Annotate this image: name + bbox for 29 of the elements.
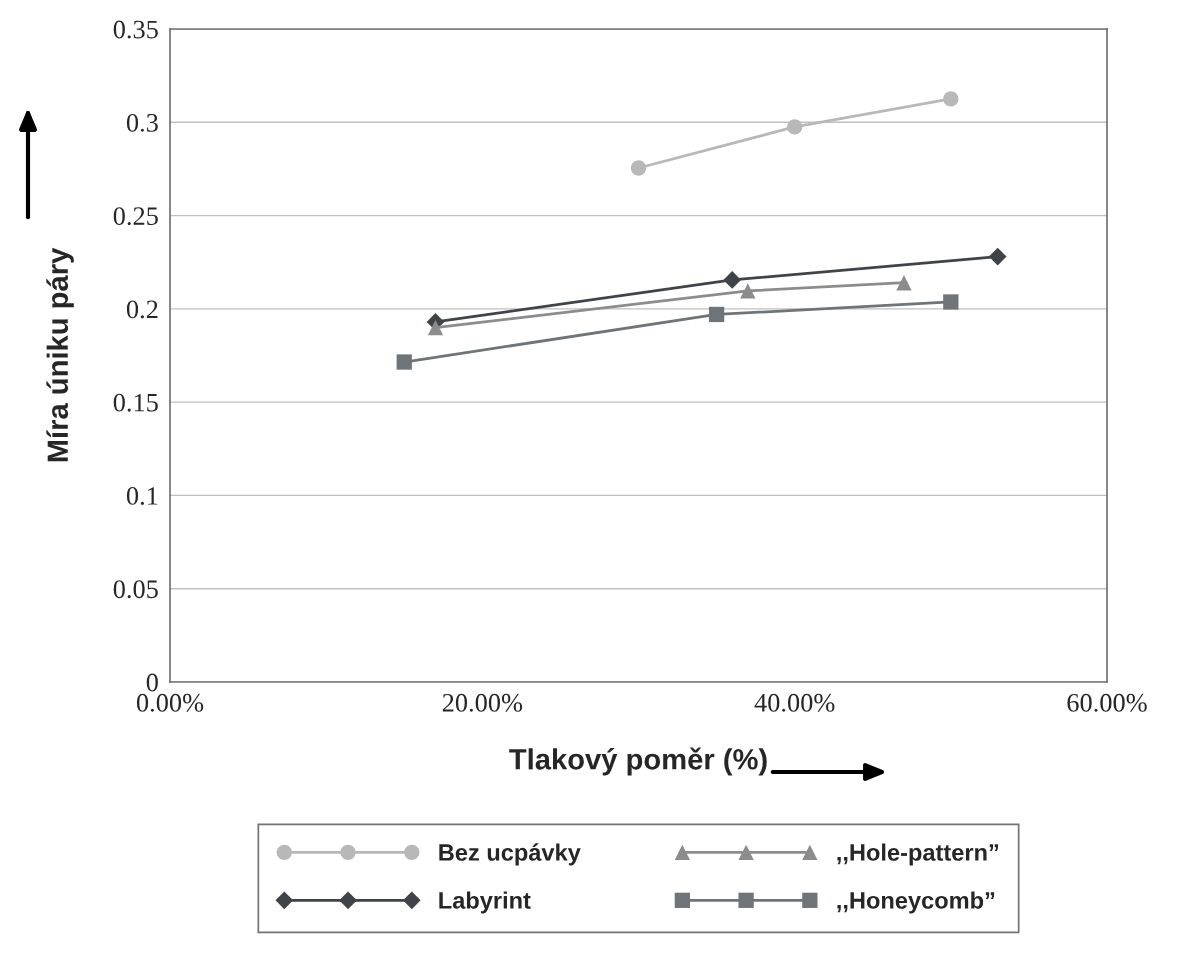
y-tick-label: 0.05 — [113, 580, 158, 599]
point — [723, 271, 742, 289]
y-tick-label: 0.15 — [113, 393, 158, 412]
legend-label: Bez ucpávky — [439, 843, 581, 866]
legend-label: ,,Hole-pattern” — [837, 843, 999, 866]
point — [630, 160, 647, 176]
y-tick-label: 0.2 — [126, 300, 158, 319]
y-axis-title: Míra úniku páry — [46, 247, 74, 462]
point — [708, 306, 725, 323]
x-axis-title: Tlakový poměr (%) — [509, 747, 767, 776]
y-tick-label: 0.25 — [113, 207, 158, 226]
point — [740, 283, 756, 299]
point — [988, 247, 1007, 266]
point — [896, 275, 912, 291]
point — [787, 119, 803, 135]
y-tick-label: 0 — [146, 673, 158, 692]
point — [427, 319, 444, 336]
legend-label: Labyrint — [439, 891, 531, 914]
point — [943, 294, 959, 310]
y-tick-label: 0.3 — [126, 113, 158, 132]
y-tick-label: 0.35 — [113, 20, 158, 39]
x-tick-label: 60.00% — [1067, 693, 1147, 712]
legend-label: ,,Honeycomb” — [837, 891, 995, 914]
x-tick-label: 20.00% — [442, 693, 523, 712]
point — [943, 91, 959, 107]
x-tick-label: 0.00% — [136, 693, 204, 712]
y-tick-label: 0.1 — [126, 487, 158, 505]
point — [396, 354, 412, 370]
x-tick-label: 40.00% — [754, 693, 835, 712]
